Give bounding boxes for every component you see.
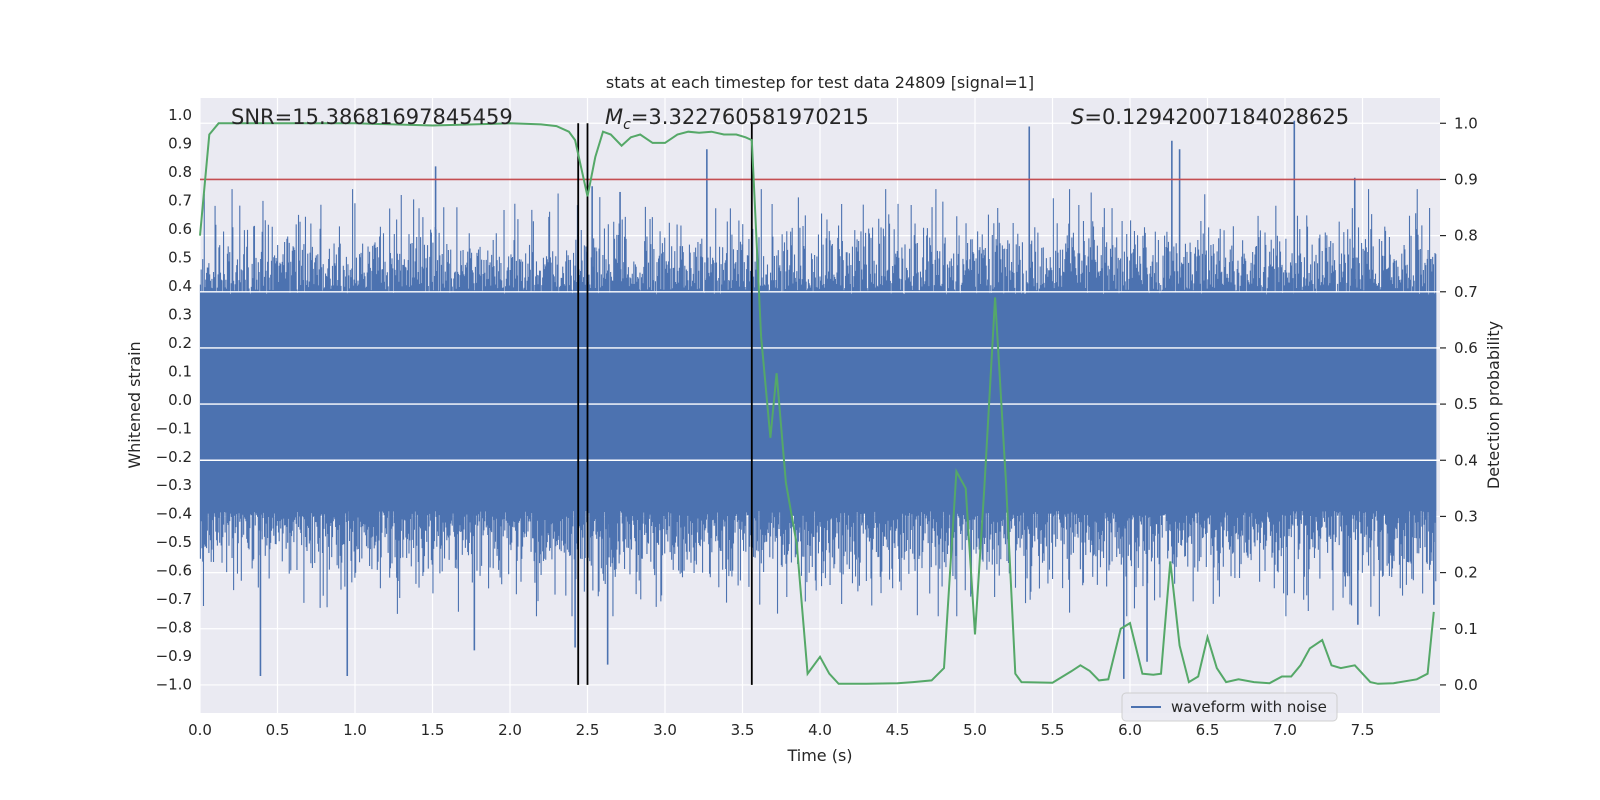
y-left-tick-label: 0.2	[168, 334, 192, 352]
y-right-tick-label: 1.0	[1454, 114, 1478, 132]
y-right-tick-label: 0.6	[1454, 339, 1478, 357]
y-right-tick-label: 0.8	[1454, 227, 1478, 245]
significance-value: =0.12942007184028625	[1084, 105, 1349, 129]
y-right-tick-label: 0.5	[1454, 395, 1478, 413]
x-tick-label: 1.0	[343, 721, 367, 739]
legend: waveform with noise	[1121, 692, 1338, 722]
waveform-series	[199, 120, 1437, 679]
y-left-tick-label: 0.0	[168, 391, 192, 409]
chirp-mass-annotation: Mc=3.322760581970215	[605, 105, 869, 133]
y-left-tick-label: −0.3	[156, 476, 192, 494]
y-axis-left-ticks: 1.0 0.9 0.8 0.7 0.6 0.5 0.4 0.3 0.2 0.1 0.0 −0.1 −0.…	[156, 106, 192, 693]
x-axis-ticks: 0.0 0.5 1.0 1.5 2.0 2.5 3.0 3.5 4.0 4.5 5.0 5.5 6.0 6…	[188, 721, 1374, 739]
x-tick-label: 4.5	[886, 721, 910, 739]
chirp-mass-symbol: M	[605, 105, 623, 129]
y-left-tick-label: 0.7	[168, 192, 192, 210]
y-axis-right-label: Detection probability	[1484, 321, 1503, 489]
y-right-tick-label: 0.7	[1454, 283, 1478, 301]
detection-probability-line	[199, 122, 1435, 685]
x-tick-label: 6.0	[1118, 721, 1142, 739]
x-tick-label: 3.0	[653, 721, 677, 739]
x-tick-label: 3.5	[731, 721, 755, 739]
y-axis-left-label: Whitened strain	[125, 341, 144, 468]
x-tick-label: 2.0	[498, 721, 522, 739]
y-right-tick-label: 0.2	[1454, 564, 1478, 582]
y-left-tick-label: 0.6	[168, 220, 192, 238]
x-tick-label: 5.0	[963, 721, 987, 739]
y-left-tick-label: −0.8	[156, 619, 192, 637]
y-left-tick-label: 0.1	[168, 362, 192, 380]
y-axis-right-ticks: 1.0 0.9 0.8 0.7 0.6 0.5 0.4 0.3 0.2 0.1 0.0	[1440, 114, 1478, 694]
y-left-tick-label: −0.6	[156, 562, 192, 580]
y-left-tick-label: −0.9	[156, 647, 192, 665]
x-tick-label: 4.0	[808, 721, 832, 739]
y-left-tick-label: 0.5	[168, 248, 192, 266]
legend-box	[1121, 692, 1338, 722]
y-left-tick-label: −0.2	[156, 448, 192, 466]
y-left-tick-label: 0.3	[168, 305, 192, 323]
waveform-dense-core	[200, 294, 1437, 511]
x-tick-label: 7.5	[1351, 721, 1375, 739]
y-right-tick-label: 0.9	[1454, 170, 1478, 188]
significance-symbol: S	[1071, 105, 1084, 129]
x-tick-label: 6.5	[1196, 721, 1220, 739]
x-axis-label: Time (s)	[786, 746, 852, 765]
y-right-tick-label: 0.4	[1454, 451, 1478, 469]
y-left-tick-label: −0.1	[156, 419, 192, 437]
overlay-layer	[199, 122, 1440, 685]
x-tick-label: 5.5	[1041, 721, 1065, 739]
x-tick-label: 0.5	[266, 721, 290, 739]
y-left-tick-label: 0.9	[168, 135, 192, 153]
significance-annotation: S=0.12942007184028625	[1071, 105, 1349, 129]
chirp-mass-value: =3.322760581970215	[631, 105, 869, 129]
chirp-mass-subscript: c	[623, 117, 631, 133]
legend-label-waveform: waveform with noise	[1171, 698, 1327, 716]
y-right-tick-label: 0.3	[1454, 507, 1478, 525]
y-left-tick-label: 1.0	[168, 106, 192, 124]
y-left-tick-label: −0.5	[156, 533, 192, 551]
y-left-tick-label: 0.4	[168, 277, 192, 295]
y-left-tick-label: −1.0	[156, 676, 192, 694]
y-left-tick-label: −0.7	[156, 590, 192, 608]
snr-annotation: SNR=15.38681697845459	[231, 105, 513, 129]
y-left-tick-label: 0.8	[168, 163, 192, 181]
y-right-tick-label: 0.0	[1454, 676, 1478, 694]
x-tick-label: 1.5	[421, 721, 445, 739]
chart-title: stats at each timestep for test data 248…	[606, 73, 1034, 92]
x-tick-label: 7.0	[1273, 721, 1297, 739]
y-left-tick-label: −0.4	[156, 505, 192, 523]
y-right-tick-label: 0.1	[1454, 620, 1478, 638]
x-tick-label: 0.0	[188, 721, 212, 739]
x-tick-label: 2.5	[576, 721, 600, 739]
